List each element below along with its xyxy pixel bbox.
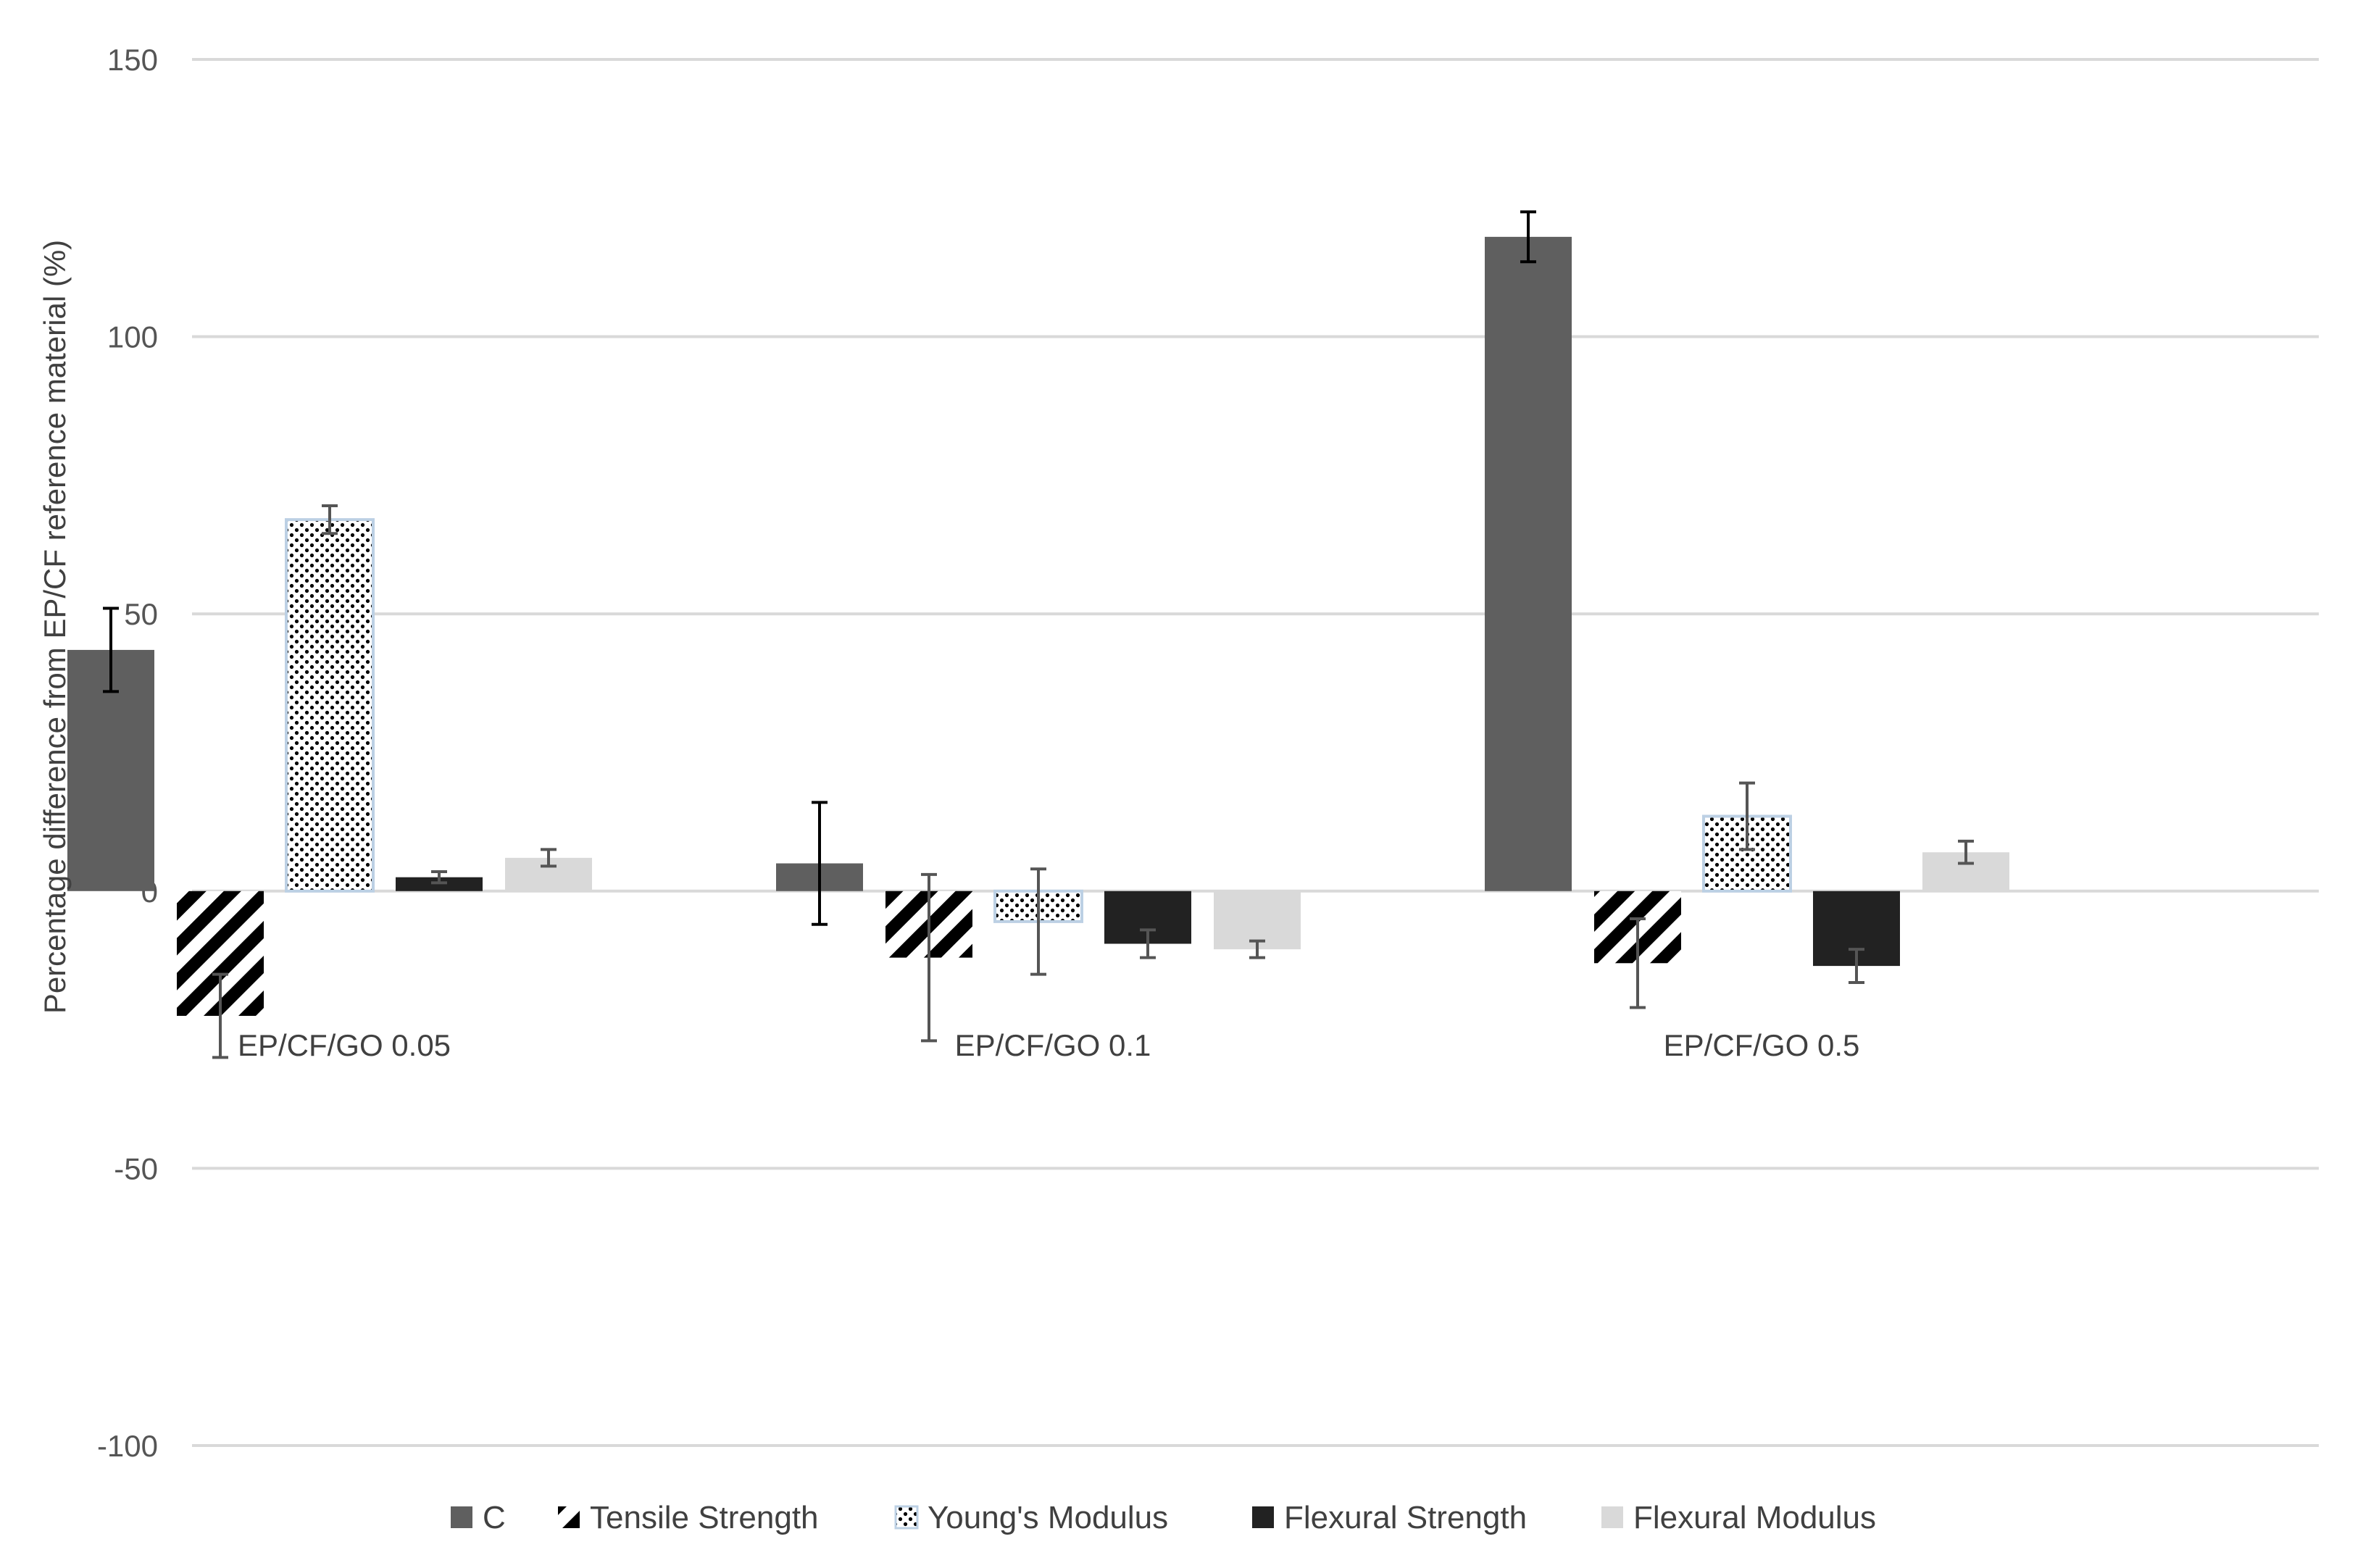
- y-axis-title: Percentage difference from EP/CF referen…: [38, 240, 72, 1014]
- error-bars: [103, 210, 1974, 1059]
- legend-label: C: [483, 1500, 506, 1535]
- legend-swatch: [1252, 1506, 1274, 1528]
- legend-label: Flexural Strength: [1284, 1500, 1527, 1535]
- y-tick-label: 150: [107, 43, 158, 77]
- legend-entry: Tensile Strength: [558, 1500, 819, 1535]
- y-tick-label: -100: [97, 1429, 158, 1463]
- legend-label: Flexural Modulus: [1633, 1500, 1876, 1535]
- legend-entry: C: [451, 1500, 506, 1535]
- legend-swatch: [894, 1505, 919, 1530]
- legend-label: Young's Modulus: [928, 1500, 1168, 1535]
- legend-label: Tensile Strength: [590, 1500, 819, 1535]
- legend-swatch: [451, 1506, 472, 1528]
- bar: [285, 518, 375, 893]
- x-category-label: EP/CF/GO 0.1: [955, 1028, 1151, 1062]
- legend: C Tensile Strength Young's Modulus Flexural…: [451, 1500, 1876, 1535]
- y-tick-label: 100: [107, 320, 158, 354]
- legend-entry: Young's Modulus: [894, 1500, 1168, 1535]
- x-category-label: EP/CF/GO 0.5: [1664, 1028, 1860, 1062]
- legend-entry: Flexural Strength: [1252, 1500, 1527, 1535]
- y-tick-label: 50: [124, 597, 158, 631]
- gridlines: [192, 58, 2319, 1447]
- x-axis-categories: EP/CF/GO 0.05 EP/CF/GO 0.1 EP/CF/GO 0.5: [238, 1028, 1859, 1062]
- legend-swatch: [1601, 1506, 1623, 1528]
- legend-swatch: [558, 1506, 580, 1528]
- y-tick-label: -50: [114, 1151, 158, 1185]
- bar: [1485, 236, 1572, 891]
- x-category-label: EP/CF/GO 0.05: [238, 1028, 451, 1062]
- legend-entry: Flexural Modulus: [1601, 1500, 1876, 1535]
